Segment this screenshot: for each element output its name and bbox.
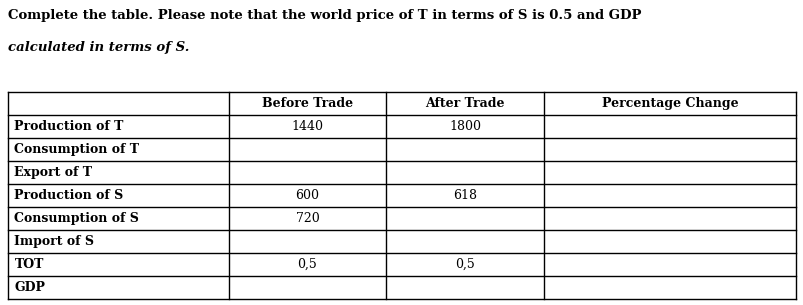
Text: 600: 600 [295,189,319,202]
Text: GDP: GDP [14,281,46,294]
Text: 0,5: 0,5 [297,258,317,271]
Text: After Trade: After Trade [425,96,504,109]
Text: Export of T: Export of T [14,166,92,179]
Text: 618: 618 [452,189,476,202]
Text: TOT: TOT [14,258,44,271]
Text: Import of S: Import of S [14,235,95,248]
Text: 1800: 1800 [448,120,480,133]
Text: calculated in terms of S.: calculated in terms of S. [8,41,190,54]
Text: 720: 720 [296,212,319,225]
Text: Production of S: Production of S [14,189,124,202]
Text: Complete the table. Please note that the world price of T in terms of S is 0.5 a: Complete the table. Please note that the… [8,9,641,22]
Text: 0,5: 0,5 [454,258,475,271]
Text: Production of T: Production of T [14,120,124,133]
Text: Percentage Change: Percentage Change [601,96,737,109]
Text: Consumption of T: Consumption of T [14,143,139,156]
Text: 1440: 1440 [291,120,323,133]
Text: Consumption of S: Consumption of S [14,212,139,225]
Text: Before Trade: Before Trade [262,96,353,109]
